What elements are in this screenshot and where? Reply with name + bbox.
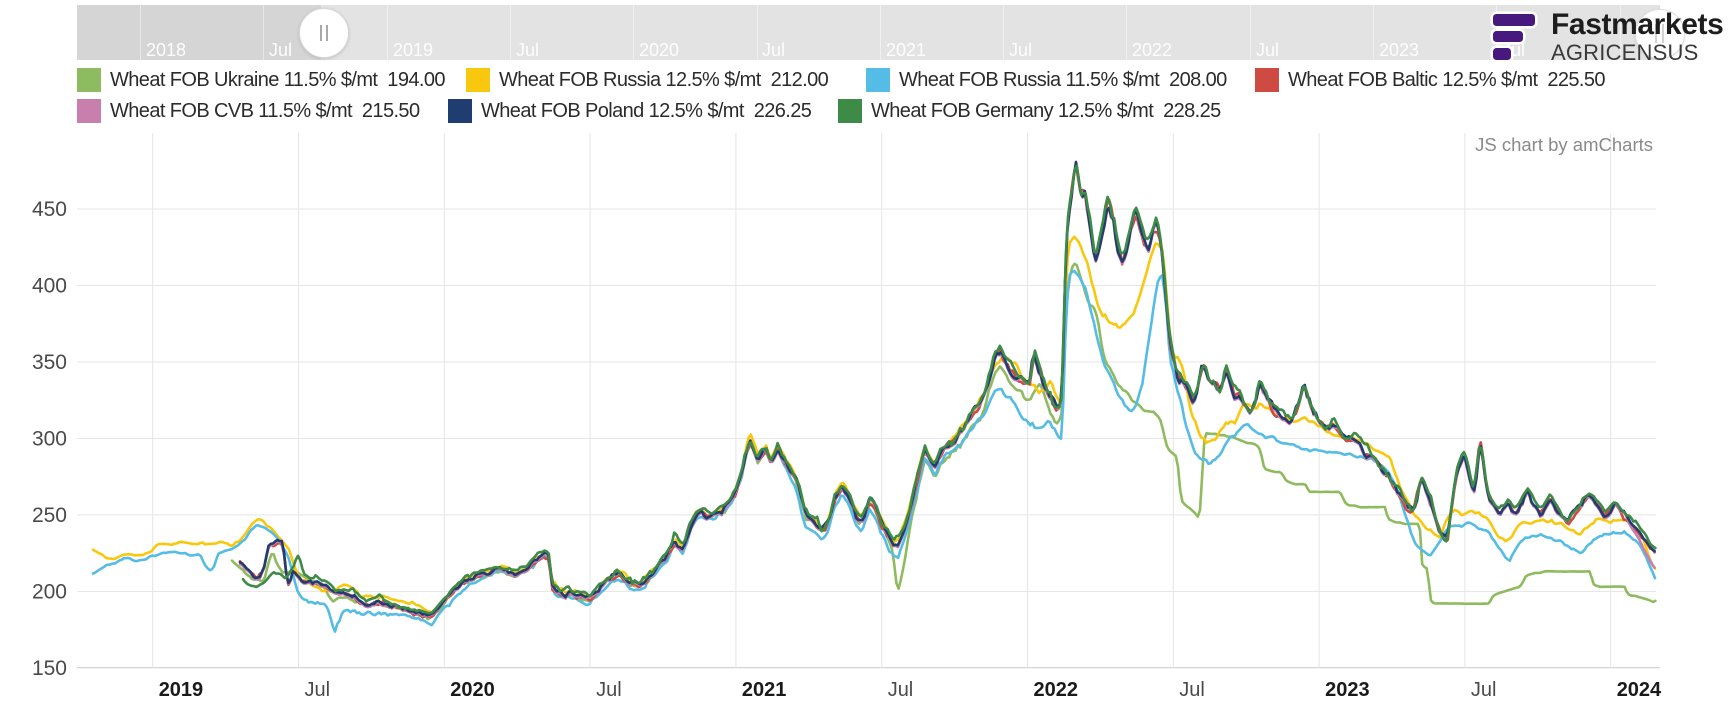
svg-text:Jul: Jul — [1471, 679, 1497, 701]
svg-text:250: 250 — [32, 504, 67, 527]
svg-text:300: 300 — [32, 427, 67, 450]
svg-text:200: 200 — [32, 580, 67, 603]
svg-text:JS chart by amCharts: JS chart by amCharts — [1475, 134, 1653, 155]
svg-text:Jul: Jul — [1179, 679, 1205, 701]
svg-text:2019: 2019 — [159, 679, 204, 701]
svg-text:2022: 2022 — [1034, 679, 1079, 701]
svg-text:2024: 2024 — [1617, 679, 1662, 701]
svg-text:2021: 2021 — [742, 679, 787, 701]
svg-text:Jul: Jul — [888, 679, 914, 701]
svg-text:Jul: Jul — [305, 679, 331, 701]
svg-text:350: 350 — [32, 351, 67, 374]
svg-text:150: 150 — [32, 657, 67, 680]
svg-text:2020: 2020 — [450, 679, 495, 701]
svg-text:400: 400 — [32, 275, 67, 298]
svg-text:Jul: Jul — [596, 679, 622, 701]
svg-text:2023: 2023 — [1325, 679, 1370, 701]
svg-text:450: 450 — [32, 198, 67, 221]
